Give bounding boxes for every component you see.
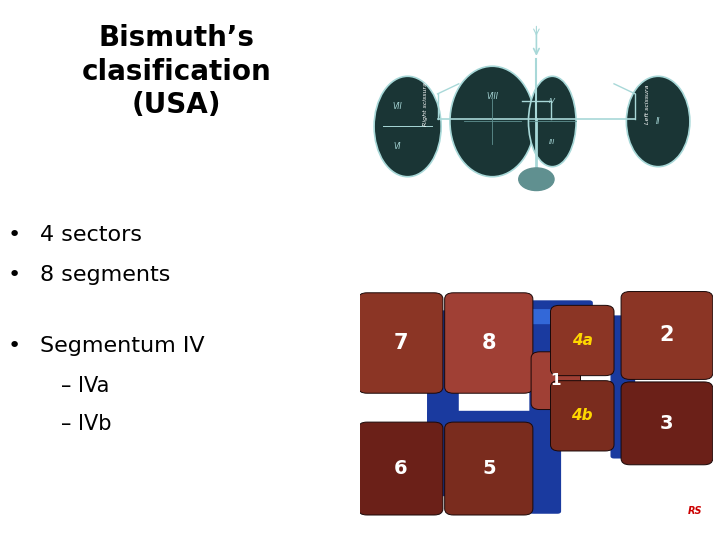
Text: RS: RS	[688, 507, 702, 516]
Ellipse shape	[626, 76, 690, 167]
Text: – IVa: – IVa	[61, 376, 109, 396]
Text: III: III	[549, 139, 555, 145]
Text: 8: 8	[482, 333, 496, 353]
FancyBboxPatch shape	[531, 352, 580, 409]
FancyBboxPatch shape	[529, 328, 561, 514]
Text: Left scissura: Left scissura	[645, 84, 650, 124]
FancyBboxPatch shape	[359, 422, 443, 515]
Text: Right: Right	[414, 243, 433, 249]
Text: 7: 7	[393, 333, 408, 353]
Text: •: •	[8, 225, 21, 245]
Ellipse shape	[374, 76, 441, 177]
Text: 4 sectors: 4 sectors	[40, 225, 142, 245]
Text: 6: 6	[394, 459, 408, 478]
Text: S: S	[535, 174, 538, 179]
FancyBboxPatch shape	[427, 310, 459, 496]
FancyBboxPatch shape	[359, 293, 443, 393]
Text: VIII: VIII	[486, 92, 498, 101]
Text: Left: Left	[611, 244, 624, 249]
FancyBboxPatch shape	[551, 305, 614, 376]
Text: •: •	[8, 335, 21, 356]
Text: 5: 5	[482, 459, 495, 478]
Text: 1: 1	[551, 373, 561, 388]
Ellipse shape	[450, 66, 535, 177]
FancyBboxPatch shape	[551, 381, 614, 451]
Text: Bismuth’s
clasification
(USA): Bismuth’s clasification (USA)	[81, 24, 271, 119]
FancyBboxPatch shape	[445, 422, 533, 515]
Text: II: II	[656, 117, 660, 126]
Text: Main scissura: Main scissura	[510, 22, 562, 31]
FancyBboxPatch shape	[621, 382, 713, 465]
Text: 4a: 4a	[572, 333, 593, 348]
Ellipse shape	[528, 76, 576, 167]
Text: 4b: 4b	[572, 408, 593, 423]
Ellipse shape	[518, 168, 554, 191]
FancyBboxPatch shape	[492, 309, 580, 324]
FancyBboxPatch shape	[611, 315, 635, 458]
Text: Segmentum IV: Segmentum IV	[40, 335, 204, 356]
Text: IV: IV	[549, 98, 556, 104]
FancyBboxPatch shape	[445, 293, 533, 393]
FancyBboxPatch shape	[427, 411, 568, 431]
Text: 3: 3	[660, 414, 674, 433]
Text: 2: 2	[660, 326, 674, 346]
Text: VI: VI	[393, 142, 401, 151]
Text: – IVb: – IVb	[61, 414, 112, 434]
Text: VII: VII	[392, 102, 402, 111]
FancyBboxPatch shape	[621, 292, 713, 380]
Text: Liver: Liver	[512, 244, 529, 249]
FancyBboxPatch shape	[480, 300, 593, 350]
Text: •: •	[8, 265, 21, 286]
Text: Right scissura: Right scissura	[423, 82, 428, 126]
Text: 8 segments: 8 segments	[40, 265, 170, 286]
